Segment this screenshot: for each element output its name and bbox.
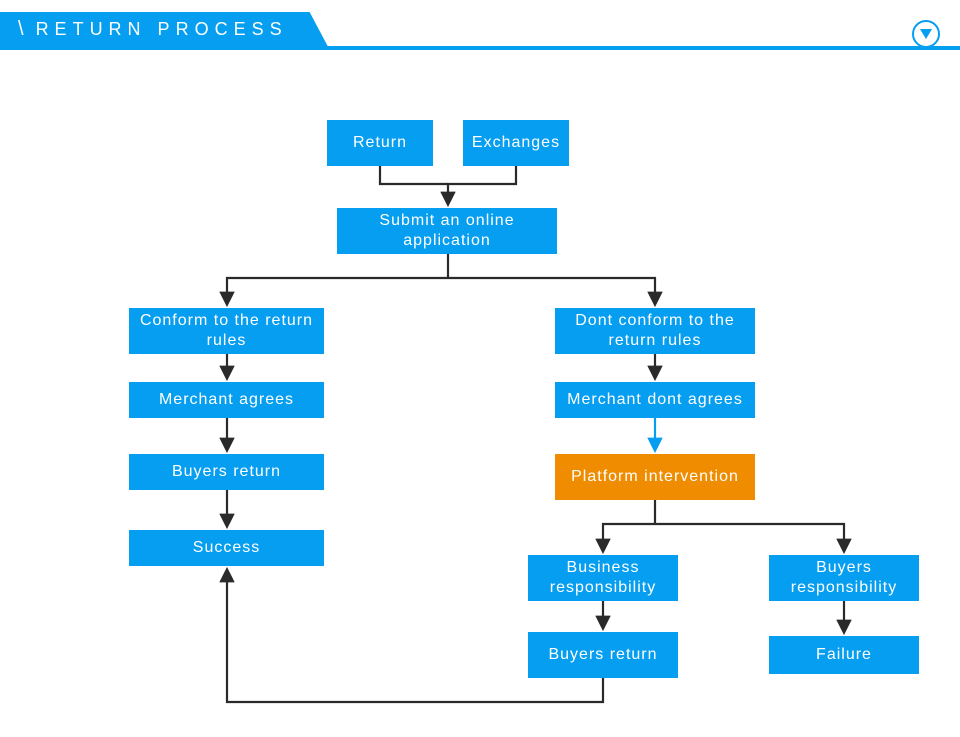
node-return: Return [327,120,433,166]
edge [448,278,655,304]
node-conform: Conform to the return rules [129,308,324,354]
node-dont-conform: Dont conform to the return rules [555,308,755,354]
header-tab: \ RETURN PROCESS [0,12,328,46]
node-merchant-agrees: Merchant agrees [129,382,324,418]
node-platform: Platform intervention [555,454,755,500]
node-buyers-return-r: Buyers return [528,632,678,678]
node-failure: Failure [769,636,919,674]
node-buyers-return-l: Buyers return [129,454,324,490]
header-underline [0,46,960,50]
node-buyers-resp: Buyers responsibility [769,555,919,601]
page-title: RETURN PROCESS [36,19,288,40]
node-exchanges: Exchanges [463,120,569,166]
edge [380,166,448,184]
dropdown-badge-icon [912,20,940,48]
edge [448,166,516,204]
node-success: Success [129,530,324,566]
header: \ RETURN PROCESS [0,12,960,58]
node-business-resp: Business responsibility [528,555,678,601]
node-submit: Submit an online application [337,208,557,254]
header-slash: \ [18,18,24,41]
node-merchant-dont: Merchant dont agrees [555,382,755,418]
edge [603,524,655,551]
edge [227,278,448,304]
edge [655,524,844,551]
